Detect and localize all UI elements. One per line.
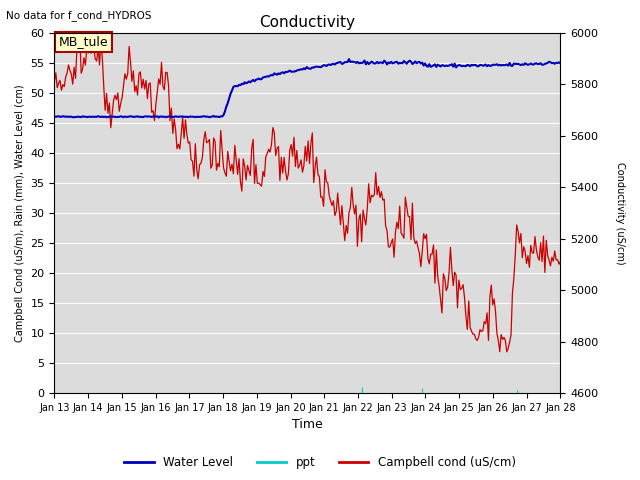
Text: No data for f_cond_HYDROS: No data for f_cond_HYDROS: [6, 10, 152, 21]
Text: MB_tule: MB_tule: [59, 36, 108, 48]
X-axis label: Time: Time: [292, 419, 323, 432]
Legend: Water Level, ppt, Campbell cond (uS/cm): Water Level, ppt, Campbell cond (uS/cm): [119, 452, 521, 474]
Title: Conductivity: Conductivity: [259, 15, 355, 30]
Y-axis label: Campbell Cond (uS/m), Rain (mm), Water Level (cm): Campbell Cond (uS/m), Rain (mm), Water L…: [15, 84, 25, 342]
Y-axis label: Conductivity (uS/cm): Conductivity (uS/cm): [615, 162, 625, 264]
